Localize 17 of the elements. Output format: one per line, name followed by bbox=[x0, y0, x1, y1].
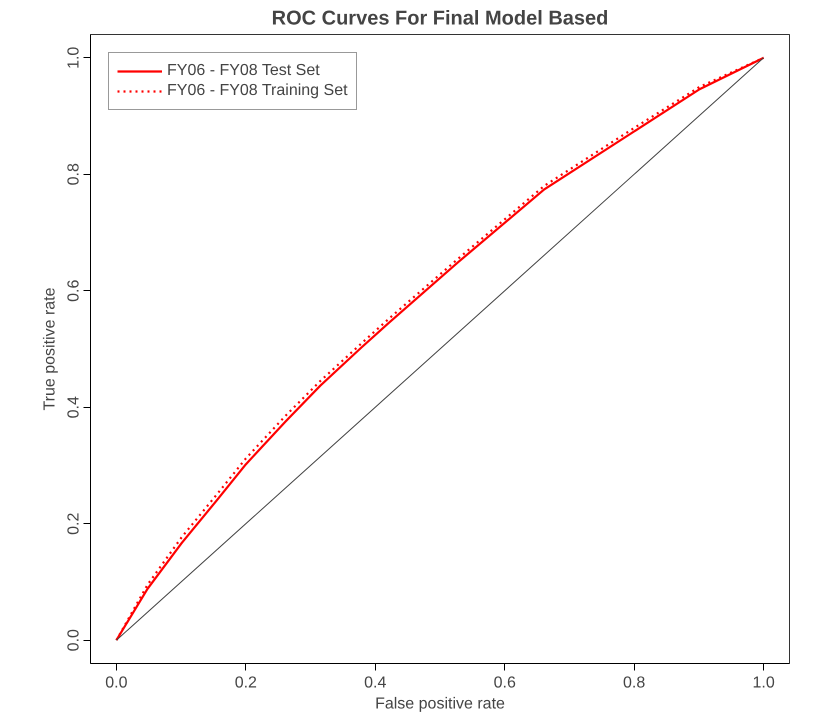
x-tick-label: 1.0 bbox=[752, 674, 775, 692]
x-tick-label: 0.6 bbox=[494, 674, 516, 692]
y-tick-label: 0.4 bbox=[66, 396, 82, 418]
y-tick-label: 0.8 bbox=[66, 163, 82, 186]
y-tick-label: 0.2 bbox=[66, 512, 82, 535]
legend-label: FY06 - FY08 Training Set bbox=[167, 82, 348, 100]
x-tick-label: 0.2 bbox=[234, 674, 258, 692]
y-axis-title: True positive rate bbox=[42, 287, 58, 411]
x-axis-title: False positive rate bbox=[375, 696, 506, 712]
x-tick-label: 0.4 bbox=[364, 674, 386, 692]
y-tick-label: 0.0 bbox=[66, 628, 82, 652]
x-tick-label: 0.0 bbox=[105, 674, 128, 692]
legend-label: FY06 - FY08 Test Set bbox=[167, 62, 320, 80]
y-tick-label: 0.6 bbox=[66, 280, 82, 302]
chart-title: ROC Curves For Final Model Based bbox=[272, 8, 608, 30]
y-tick-label: 1.0 bbox=[66, 46, 82, 69]
x-tick-label: 0.8 bbox=[623, 674, 646, 692]
